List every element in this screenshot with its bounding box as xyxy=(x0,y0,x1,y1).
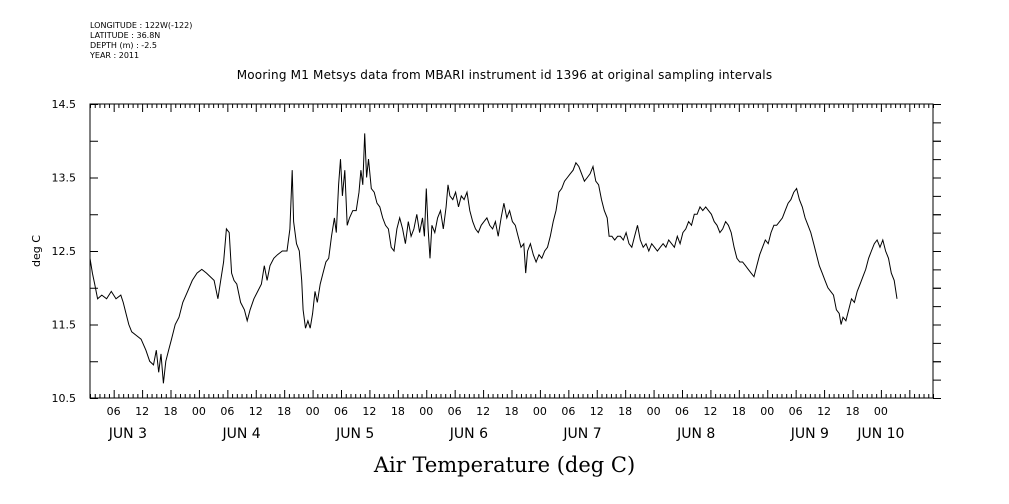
x-tick-label: 06 xyxy=(789,405,803,418)
x-day-label: JUN 9 xyxy=(790,426,829,442)
metadata-block: LONGITUDE : 122W(-122) LATITUDE : 36.8N … xyxy=(90,21,192,61)
x-tick-label: 12 xyxy=(249,405,263,418)
x-tick-label: 12 xyxy=(476,405,490,418)
x-tick-label: 00 xyxy=(874,405,888,418)
plot-frame xyxy=(89,103,934,399)
axis-ticks xyxy=(90,104,941,399)
x-tick-label: 12 xyxy=(703,405,717,418)
y-tick-label: 10.5 xyxy=(52,392,77,405)
x-tick-label: 06 xyxy=(675,405,689,418)
y-tick-label: 14.5 xyxy=(52,98,77,111)
meta-longitude: LONGITUDE : 122W(-122) xyxy=(90,21,193,30)
x-axis-label: Air Temperature (deg C) xyxy=(373,453,636,477)
x-tick-label: 00 xyxy=(760,405,774,418)
x-day-label: JUN 7 xyxy=(562,426,601,442)
y-tick-label: 12.5 xyxy=(52,245,77,258)
axis-tick-labels: 06 12 18 00 06 12 18 00 06 12 18 00 06 12 18 00 06 12 18 00… xyxy=(52,98,905,442)
x-tick-label: 12 xyxy=(362,405,376,418)
x-day-label: JUN 10 xyxy=(856,426,904,442)
x-tick-label: 12 xyxy=(135,405,149,418)
chart-title: Mooring M1 Metsys data from MBARI instru… xyxy=(236,68,773,82)
y-tick-label: 11.5 xyxy=(52,319,77,332)
x-day-label: JUN 4 xyxy=(221,426,260,442)
x-tick-label: 18 xyxy=(732,405,746,418)
meta-depth: DEPTH (m) : -2.5 xyxy=(90,41,157,50)
x-day-label: JUN 3 xyxy=(108,426,147,442)
x-tick-label: 06 xyxy=(448,405,462,418)
x-tick-label: 18 xyxy=(505,405,519,418)
x-tick-label: 00 xyxy=(647,405,661,418)
y-tick-label: 13.5 xyxy=(52,172,77,185)
x-tick-label: 06 xyxy=(220,405,234,418)
x-tick-label: 06 xyxy=(561,405,575,418)
x-tick-label: 12 xyxy=(817,405,831,418)
x-day-label: JUN 6 xyxy=(449,426,488,442)
x-tick-label: 00 xyxy=(419,405,433,418)
x-tick-label: 12 xyxy=(590,405,604,418)
x-tick-label: 18 xyxy=(845,405,859,418)
x-tick-label: 18 xyxy=(164,405,178,418)
x-tick-label: 06 xyxy=(107,405,121,418)
x-tick-label: 18 xyxy=(277,405,291,418)
x-tick-label: 00 xyxy=(192,405,206,418)
meta-latitude: LATITUDE : 36.8N xyxy=(90,31,161,40)
x-tick-label: 06 xyxy=(334,405,348,418)
x-tick-label: 00 xyxy=(533,405,547,418)
meta-year: YEAR : 2011 xyxy=(90,51,140,60)
x-tick-label: 00 xyxy=(306,405,320,418)
y-axis-label: deg C xyxy=(30,235,43,267)
x-tick-label: 18 xyxy=(391,405,405,418)
series-line xyxy=(89,133,898,384)
x-tick-label: 18 xyxy=(618,405,632,418)
x-day-label: JUN 8 xyxy=(676,426,715,442)
x-day-label: JUN 5 xyxy=(335,426,374,442)
